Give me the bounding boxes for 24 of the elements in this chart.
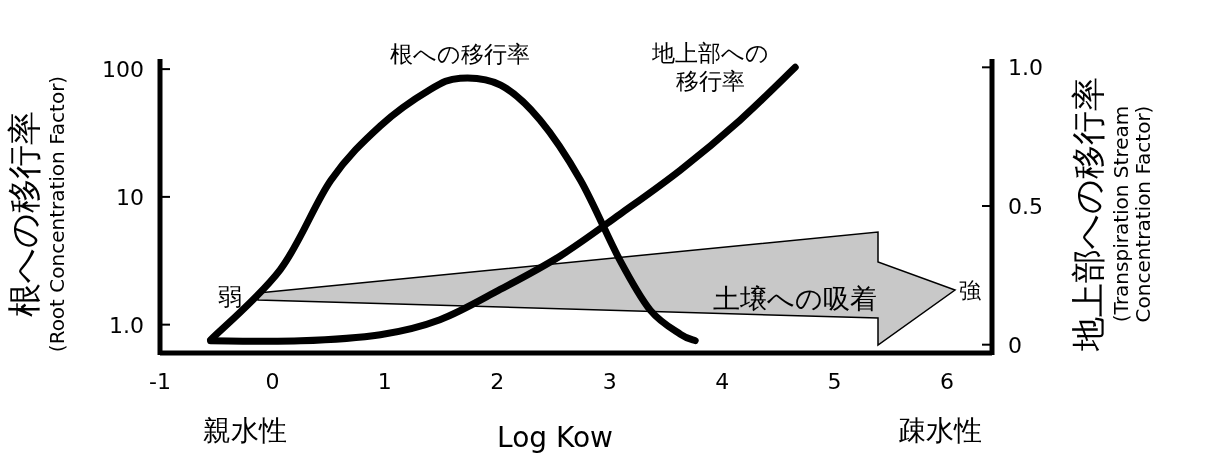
y2-axis-title: 地上部への移行率 (Transpiration Stream Concentration Factor) — [1068, 77, 1155, 352]
x-tick-label: -1 — [149, 369, 171, 394]
x-tick-label: 6 — [940, 369, 955, 394]
series-label: 地上部への移行率 — [650, 39, 770, 96]
annotation: 弱 — [218, 283, 242, 311]
y2-tick-label: 0.5 — [1008, 194, 1043, 219]
text: 疎水性 — [898, 414, 982, 447]
y2-tick-label: 1.0 — [1008, 55, 1043, 81]
x-tick-label: 2 — [490, 369, 505, 394]
y-axis-title: 根への移行率 (Root Concentration Factor) — [4, 75, 69, 353]
x-tick-label: 5 — [827, 369, 842, 394]
y-tick-label: 100 — [102, 57, 144, 83]
y2-tick-label: 0 — [1008, 332, 1022, 358]
y-tick-label: 10 — [116, 184, 144, 210]
annotation: 強 — [959, 278, 981, 303]
annotation: 土壌への吸着 — [713, 283, 877, 314]
text: 親水性 — [203, 414, 287, 447]
series-label: 根への移行率 — [390, 41, 531, 68]
x-tick-label: 3 — [602, 369, 617, 394]
x-axis-title: Log Kow — [497, 421, 613, 454]
x-tick-label: 4 — [715, 369, 730, 394]
x-tick-label: 0 — [265, 369, 280, 394]
x-tick-label: 1 — [377, 369, 392, 394]
y-tick-label: 1.0 — [109, 312, 144, 338]
